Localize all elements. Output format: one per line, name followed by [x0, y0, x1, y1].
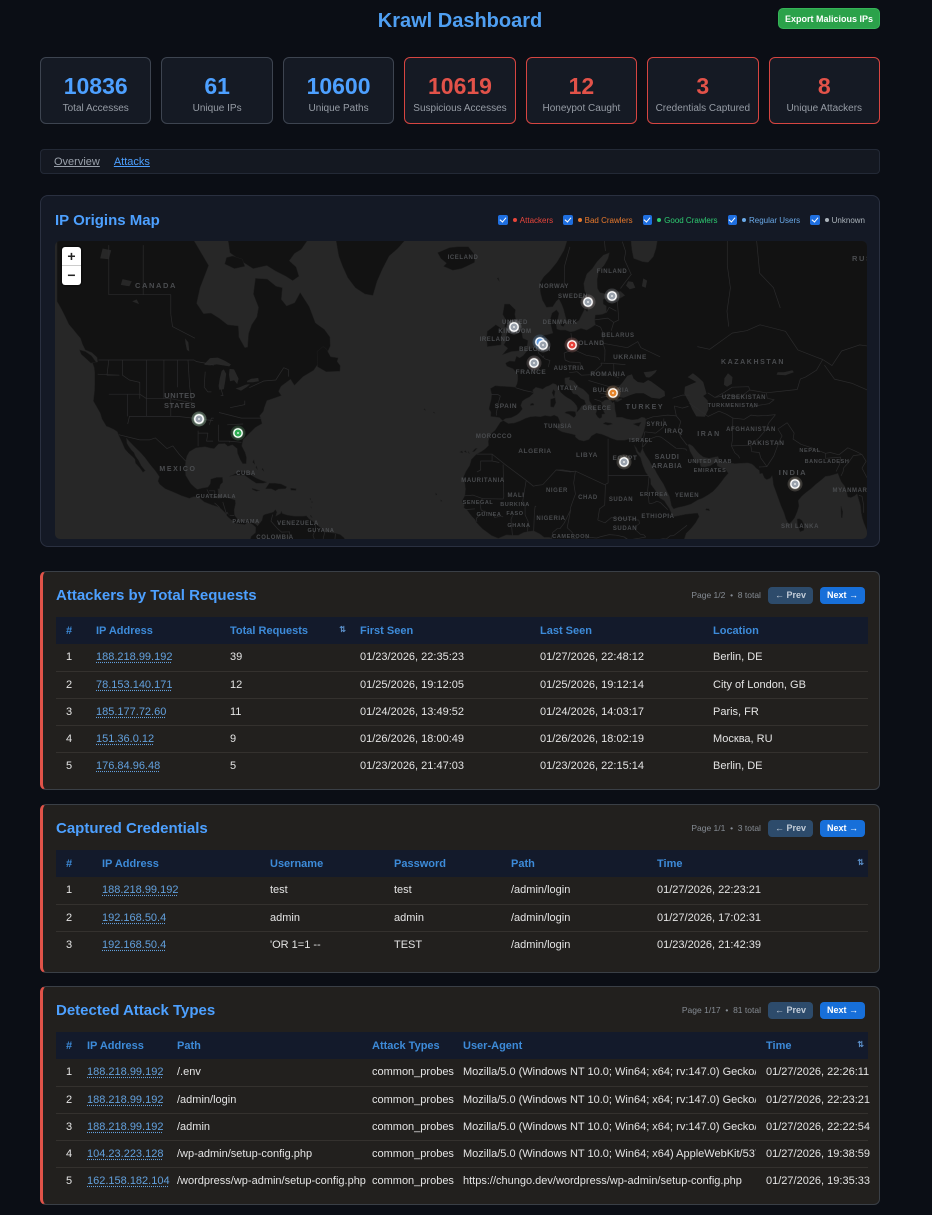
svg-text:CHAD: CHAD [578, 495, 598, 501]
svg-text:BANGLADESH: BANGLADESH [805, 459, 850, 465]
svg-text:ERITREA: ERITREA [640, 492, 668, 498]
svg-text:GHANA: GHANA [507, 523, 530, 529]
svg-text:SAUDI: SAUDI [655, 454, 680, 461]
svg-text:AUSTRIA: AUSTRIA [554, 366, 585, 372]
svg-text:MALI: MALI [507, 493, 524, 499]
svg-text:CUBA: CUBA [236, 471, 256, 477]
svg-text:DENMARK: DENMARK [543, 320, 578, 326]
svg-text:SPAIN: SPAIN [495, 403, 517, 410]
svg-text:AFGHANISTAN: AFGHANISTAN [726, 427, 776, 433]
svg-text:NIGERIA: NIGERIA [536, 516, 565, 522]
svg-text:SOUTH: SOUTH [613, 517, 637, 523]
svg-text:STATES: STATES [164, 401, 196, 410]
svg-text:FINLAND: FINLAND [597, 269, 628, 275]
svg-text:MYANMAR: MYANMAR [833, 488, 867, 494]
svg-text:GUYANA: GUYANA [308, 528, 335, 534]
svg-text:UNITED: UNITED [164, 391, 196, 400]
svg-text:SRI LANKA: SRI LANKA [781, 524, 819, 530]
svg-text:EMIRATES: EMIRATES [694, 468, 727, 474]
svg-text:VENEZUELA: VENEZUELA [277, 521, 319, 527]
svg-text:LIBYA: LIBYA [576, 452, 598, 459]
svg-text:ALGERIA: ALGERIA [518, 448, 551, 455]
svg-text:GUINEA: GUINEA [477, 512, 502, 518]
svg-text:SUDAN: SUDAN [613, 526, 637, 532]
svg-text:PANAMA: PANAMA [232, 519, 259, 525]
svg-text:YEMEN: YEMEN [675, 493, 699, 499]
svg-text:ARABIA: ARABIA [652, 463, 683, 470]
svg-text:SENEGAL: SENEGAL [463, 500, 494, 506]
svg-text:SYRIA: SYRIA [646, 422, 667, 428]
svg-text:MOROCCO: MOROCCO [476, 434, 512, 440]
svg-text:PAKISTAN: PAKISTAN [747, 440, 784, 447]
svg-text:UKRAINE: UKRAINE [613, 354, 647, 361]
svg-text:BURKINA: BURKINA [500, 502, 530, 508]
svg-text:SUDAN: SUDAN [609, 497, 633, 503]
svg-text:BELARUS: BELARUS [601, 333, 634, 339]
svg-text:SWEDEN: SWEDEN [558, 294, 588, 300]
svg-text:ISRAEL: ISRAEL [629, 438, 653, 444]
svg-text:TURKMENISTAN: TURKMENISTAN [708, 403, 759, 409]
svg-text:GUATEMALA: GUATEMALA [196, 494, 236, 500]
svg-text:ITALY: ITALY [558, 385, 579, 392]
svg-text:KAZAKHSTAN: KAZAKHSTAN [721, 359, 785, 366]
svg-text:FASO: FASO [506, 511, 523, 517]
svg-text:POLAND: POLAND [573, 340, 604, 347]
svg-text:CANADA: CANADA [135, 281, 177, 290]
svg-text:BELGIUM: BELGIUM [519, 347, 551, 353]
svg-text:NEPAL: NEPAL [799, 448, 820, 454]
svg-text:UNITED ARAB: UNITED ARAB [688, 459, 732, 465]
svg-text:GREECE: GREECE [583, 406, 612, 412]
svg-text:RUSSIA: RUSSIA [852, 254, 867, 263]
svg-text:NORWAY: NORWAY [539, 284, 569, 290]
svg-text:IRELAND: IRELAND [480, 337, 511, 343]
svg-text:CAMEROON: CAMEROON [552, 534, 590, 539]
svg-text:ICELAND: ICELAND [448, 255, 479, 261]
svg-text:IRAN: IRAN [697, 431, 721, 438]
svg-text:TUNISIA: TUNISIA [544, 424, 572, 430]
svg-text:MEXICO: MEXICO [159, 466, 196, 473]
svg-text:KINGDOM: KINGDOM [498, 329, 531, 335]
svg-text:INDIA: INDIA [779, 468, 807, 477]
svg-text:NIGER: NIGER [546, 488, 568, 494]
svg-text:MAURITANIA: MAURITANIA [461, 478, 505, 484]
svg-text:ROMANIA: ROMANIA [590, 371, 625, 378]
svg-text:COLOMBIA: COLOMBIA [256, 535, 294, 539]
svg-text:ETHIOPIA: ETHIOPIA [641, 514, 674, 520]
svg-text:TURKEY: TURKEY [626, 404, 664, 411]
svg-text:IRAQ: IRAQ [665, 428, 684, 435]
svg-text:FRANCE: FRANCE [516, 369, 547, 376]
svg-text:UZBEKISTAN: UZBEKISTAN [722, 395, 766, 401]
